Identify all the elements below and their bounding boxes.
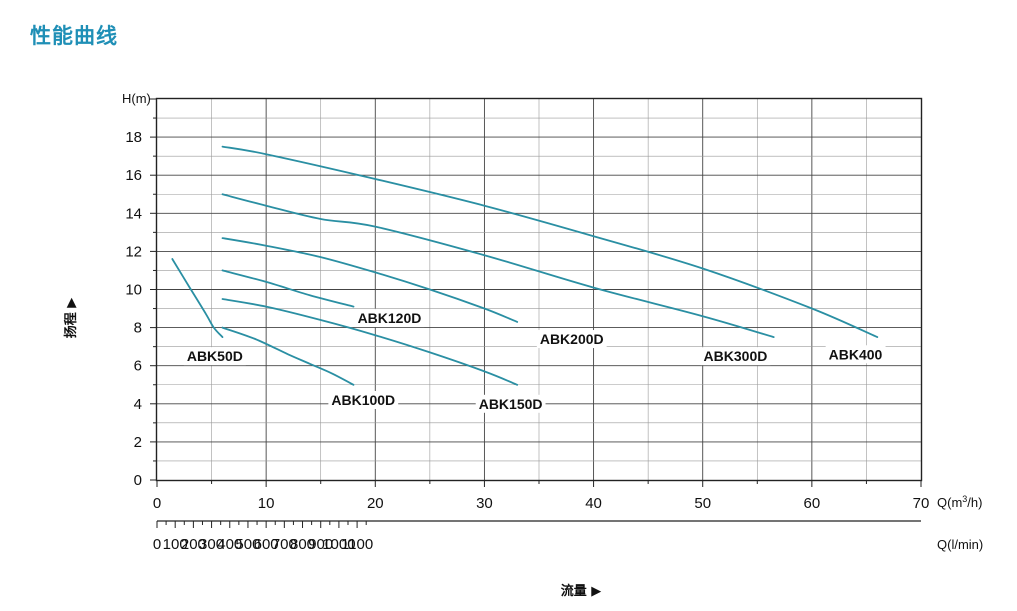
series-label-abk50d: ABK50D [187,348,243,364]
series-label-abk300d: ABK300D [704,348,768,364]
x2-unit-label: Q(l/min) [937,537,983,552]
x-tick-label: 30 [476,495,493,512]
x2-tick-label: 1100 [341,536,373,553]
x2-tick-label: 900 [308,536,333,553]
x-tick-label: 0 [153,495,161,512]
x2-tick-label: 500 [235,536,260,553]
series-label-abk150d: ABK150D [479,396,543,412]
x-tick-label: 50 [694,495,711,512]
series-label-background [536,330,607,349]
x-axis: 0 10 20 30 40 50 60 70 [153,480,930,512]
series-label-background [354,309,425,328]
series-label-background [475,394,546,413]
series-line-abk300d [221,193,775,338]
y-tick-label: 14 [125,205,142,222]
curve-labels: ABK50D ABK100D ABK150D ABK120D ABK200D ABK300… [183,309,886,413]
x2-tick-label: 700 [272,536,297,553]
series-label-abk120d: ABK120D [358,310,422,326]
y-tick-label: 2 [134,434,142,451]
x2-tick-label: 600 [254,536,279,553]
page-title: 性能曲线 [30,24,118,48]
y-axis: 0 2 4 6 8 10 12 14 16 18 [125,98,157,489]
series-line-abk400 [221,145,879,338]
x-tick-label: 10 [258,495,275,512]
x-tick-label: 40 [585,495,602,512]
x2-tick-label: 1000 [322,536,355,553]
y-tick-label: 0 [134,472,142,489]
series-line-abk200d [221,237,519,323]
series-label-abk400: ABK400 [829,346,883,362]
x-unit-label: Q(m3/h) [937,494,982,510]
series-label-background [328,390,399,409]
series-line-abk150d [221,298,519,386]
y-tick-label: 18 [125,129,142,146]
series-label-background [700,347,771,366]
series-label-background [183,347,246,366]
series-line-abk120d [221,269,355,308]
y-tick-label: 12 [125,243,142,260]
series-label-background [825,345,886,364]
x-axis-title: 流量 ▶ [561,583,602,599]
x-tick-label: 60 [804,495,821,512]
series-label-abk200d: ABK200D [540,331,604,347]
x2-tick-label: 200 [181,536,206,553]
x2-tick-label: 400 [217,536,242,553]
y-tick-label: 10 [125,282,142,299]
y-tick-label: 4 [134,396,142,413]
y-tick-label: 16 [125,167,142,184]
series-group [171,145,879,386]
series-line-abk100d [221,326,355,386]
grid [157,99,921,480]
y-tick-label: 6 [134,358,142,375]
x-tick-label: 20 [367,495,384,512]
series-label-abk100d: ABK100D [331,392,395,408]
series-line-abk50d [171,258,224,338]
x2-tick-label: 800 [290,536,315,553]
x-tick-label: 70 [913,495,930,512]
x2-tick-label: 0 [153,536,161,553]
x2-tick-label: 300 [199,536,224,553]
y-unit-label: H(m) [122,91,151,106]
y-tick-label: 8 [134,320,142,337]
y-axis-title: 扬程 ▶ [63,298,79,339]
x2-tick-label: 100 [163,536,188,553]
